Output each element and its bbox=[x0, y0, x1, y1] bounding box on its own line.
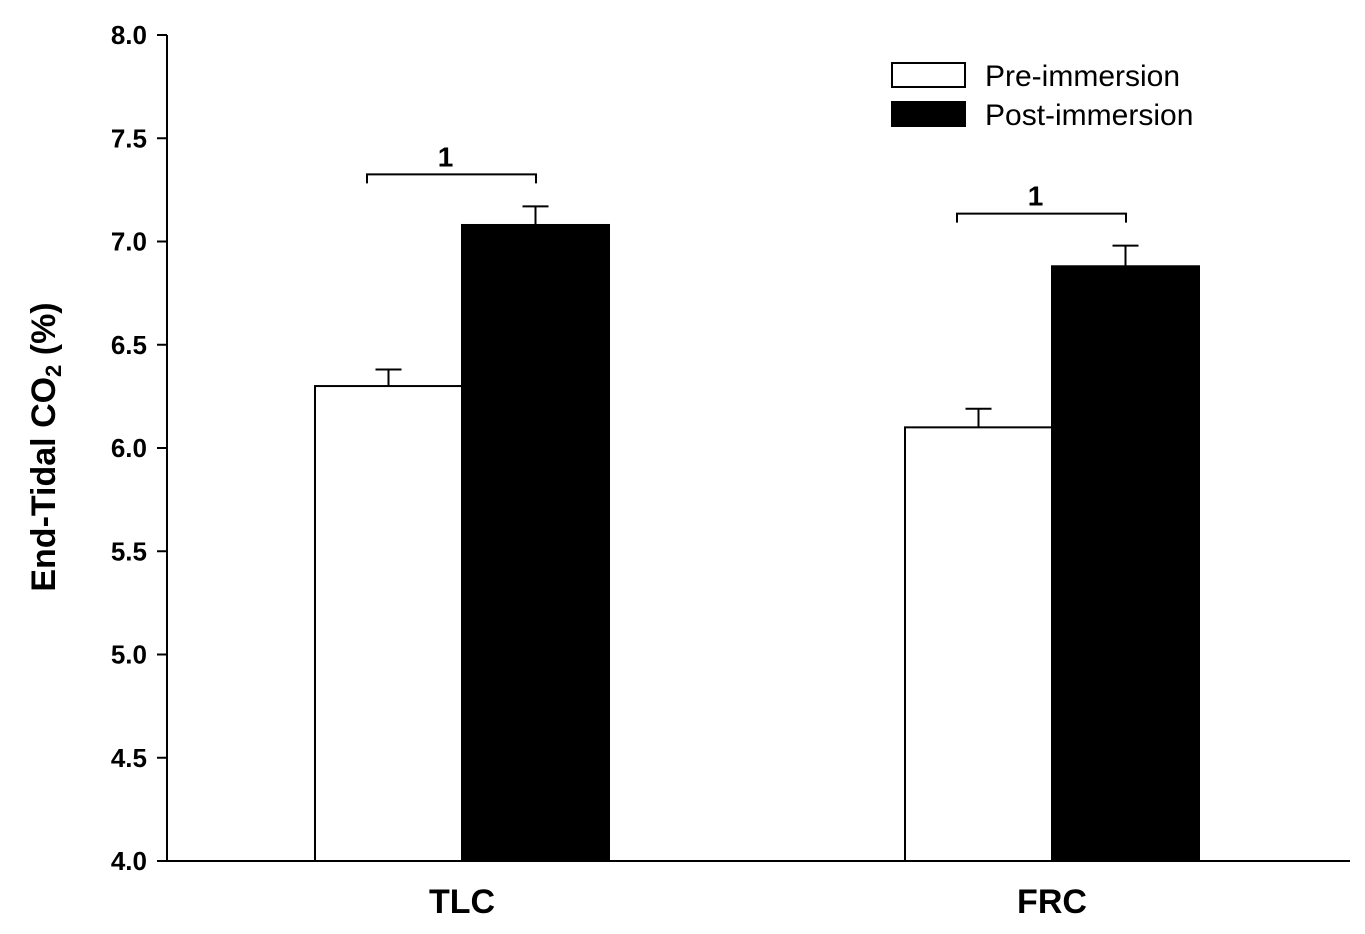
bar-tlc-pre-immersion bbox=[314, 385, 463, 862]
bar-frc-pre-immersion bbox=[904, 426, 1053, 862]
y-tick-label: 8.0 bbox=[111, 20, 147, 50]
bars bbox=[314, 223, 1200, 863]
legend-swatch-post-immersion bbox=[891, 101, 966, 127]
y-tick-label: 7.0 bbox=[111, 227, 147, 257]
significance-label: 1 bbox=[1028, 181, 1044, 212]
significance-annotations: 11 bbox=[366, 141, 1127, 223]
bar-tlc-post-immersion bbox=[461, 223, 610, 863]
legend-label: Post-immersion bbox=[985, 99, 1193, 132]
error-bars bbox=[375, 205, 1139, 428]
y-axis-title-unit: (%) bbox=[25, 302, 63, 364]
x-labels: TLC FRC bbox=[429, 883, 1087, 921]
y-tick-label: 4.0 bbox=[111, 846, 147, 876]
svg-text:End-Tidal CO2 (%): End-Tidal CO2 (%) bbox=[25, 302, 66, 591]
legend: Pre-immersion Post-immersion bbox=[891, 60, 1193, 132]
y-tick-label: 6.0 bbox=[111, 433, 147, 463]
y-tick-label: 7.5 bbox=[111, 123, 147, 153]
y-tick-label: 5.5 bbox=[111, 536, 147, 566]
y-axis-title-subscript: 2 bbox=[41, 365, 66, 377]
legend-label: Pre-immersion bbox=[985, 60, 1180, 93]
x-category-label: FRC bbox=[1017, 883, 1087, 921]
significance-bracket bbox=[956, 212, 1127, 223]
y-axis-title: End-Tidal CO2 (%) bbox=[25, 302, 66, 591]
y-tick-label: 6.5 bbox=[111, 330, 147, 360]
y-axis-title-main: End-Tidal CO bbox=[25, 377, 63, 592]
bar-frc-post-immersion bbox=[1051, 265, 1200, 862]
y-tick-label: 4.5 bbox=[111, 743, 147, 773]
y-tick-label: 5.0 bbox=[111, 640, 147, 670]
y-ticks: 4.0 4.5 5.0 5.5 6.0 6.5 7.0 7.5 8.0 bbox=[111, 20, 167, 876]
significance-bracket bbox=[366, 173, 537, 184]
significance-label: 1 bbox=[438, 141, 454, 172]
legend-swatch-pre-immersion bbox=[891, 62, 966, 88]
x-category-label: TLC bbox=[429, 883, 495, 921]
